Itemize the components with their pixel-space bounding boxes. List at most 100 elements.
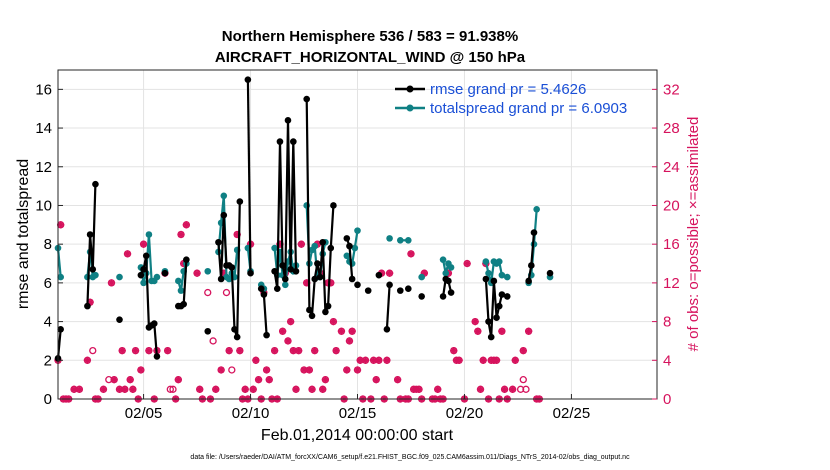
right-y-axis-label: # of obs: o=possible; ×=assimilated [685, 117, 702, 352]
y-axis-ticks: 0 2 4 6 8 10 12 14 16 [35, 81, 63, 408]
rmse-point [84, 302, 91, 310]
obs-assimilated-marker [99, 385, 108, 393]
totalspread-point [220, 192, 228, 200]
y-tick-label: 12 [35, 159, 52, 176]
rmse-point [89, 266, 97, 273]
obs-assimilated-marker [241, 385, 249, 393]
y-tick-label: 8 [44, 236, 52, 253]
right-y-tick-label: 8 [663, 314, 671, 331]
rmse-point [92, 180, 99, 188]
rmse-point [383, 326, 391, 333]
rmse-point [354, 281, 361, 289]
totalspread-point [503, 273, 511, 281]
obs-assimilated-marker [196, 385, 204, 393]
obs-assimilated-marker [308, 385, 316, 393]
obs-assimilated-marker [519, 347, 527, 355]
obs-assimilated-marker [139, 240, 148, 248]
obs-possible-marker [222, 288, 231, 297]
rmse-point [303, 95, 310, 103]
obs-assimilated-marker [407, 250, 415, 258]
obs-assimilated-marker [131, 347, 140, 355]
rmse-point [314, 260, 321, 267]
rmse-point [364, 287, 372, 294]
obs-assimilated-marker [83, 356, 92, 364]
rmse-point [183, 256, 190, 263]
rmse-point [343, 235, 351, 242]
obs-assimilated-marker [455, 356, 463, 364]
y-tick-label: 14 [35, 120, 52, 137]
totalspread-point [311, 242, 319, 250]
x-axis-label: Feb.01,2014 00:00:00 start [261, 427, 454, 444]
rmse-point [244, 76, 252, 83]
rmse-point [281, 275, 289, 283]
y-tick-label: 0 [44, 391, 52, 408]
totalspread-point [145, 231, 153, 238]
rmse-point [140, 266, 147, 273]
rmse-point [292, 267, 300, 275]
obs-assimilated-marker [471, 317, 479, 326]
totalspread-point [175, 277, 182, 285]
rmse-point [153, 353, 161, 360]
right-y-tick-label: 4 [663, 352, 671, 369]
obs-assimilated-marker [107, 279, 116, 287]
obs-assimilated-marker [353, 366, 362, 374]
obs-assimilated-marker [123, 250, 132, 258]
rmse-point [276, 138, 284, 145]
right-y-tick-label: 28 [663, 120, 680, 137]
rmse-point [375, 271, 383, 279]
rmse-point [316, 273, 324, 281]
rmse-point [396, 287, 404, 294]
rmse-point [271, 267, 278, 275]
obs-assimilated-marker [164, 347, 172, 355]
rmse-point [530, 229, 538, 236]
x-tick-label: 02/15 [339, 405, 377, 422]
rmse-point [180, 300, 187, 308]
obs-assimilated-marker [500, 385, 509, 393]
obs-assimilated-marker [450, 347, 458, 355]
rmse-point [284, 117, 292, 124]
rmse-point [217, 275, 225, 283]
obs-assimilated-marker [126, 376, 134, 384]
legend-rmse-marker [406, 85, 414, 93]
right-y-tick-label: 32 [663, 81, 680, 98]
obs-assimilated-marker [329, 317, 338, 326]
right-y-tick-label: 16 [663, 236, 680, 253]
obs-assimilated-marker [297, 240, 305, 248]
x-axis-ticks: 02/05 02/10 02/15 02/20 02/25 [125, 394, 590, 422]
obs-assimilated-marker [463, 259, 471, 268]
obs-assimilated-marker [249, 385, 257, 393]
obs-assimilated-marker [525, 327, 533, 335]
rmse-point [273, 285, 281, 292]
y-tick-label: 6 [44, 275, 52, 292]
rmse-point [290, 138, 297, 145]
y-tick-label: 4 [44, 314, 52, 331]
rmse-point [418, 293, 425, 300]
rmse-point [490, 277, 498, 285]
rmse-point [324, 302, 332, 310]
rmse-point [215, 238, 222, 246]
totalspread-point [204, 267, 212, 275]
totalspread-point [533, 206, 540, 213]
y-tick-label: 16 [35, 81, 52, 98]
obs-assimilated-marker [319, 385, 327, 393]
obs-assimilated-marker [110, 376, 118, 384]
obs-assimilated-marker [252, 356, 260, 364]
obs-assimilated-marker [129, 385, 137, 393]
rmse-point [322, 308, 329, 316]
rmse-point [405, 285, 412, 292]
totalspread-point [498, 271, 506, 279]
rmse-point [263, 331, 270, 339]
right-y-tick-label: 12 [663, 275, 680, 292]
obs-assimilated-marker [476, 385, 485, 393]
totalspread-point [271, 244, 278, 252]
data-file-footer: data file: /Users/raeder/DAI/ATM_forcXX/… [190, 454, 630, 461]
obs-assimilated-marker [225, 347, 233, 355]
obs-assimilated-marker [292, 385, 300, 393]
obs-assimilated-marker [394, 376, 402, 384]
obs-assimilated-marker [177, 230, 185, 239]
totalspread-point [92, 271, 99, 279]
rmse-point [228, 264, 236, 271]
obs-possible-marker [89, 346, 97, 355]
obs-assimilated-marker [121, 385, 129, 393]
